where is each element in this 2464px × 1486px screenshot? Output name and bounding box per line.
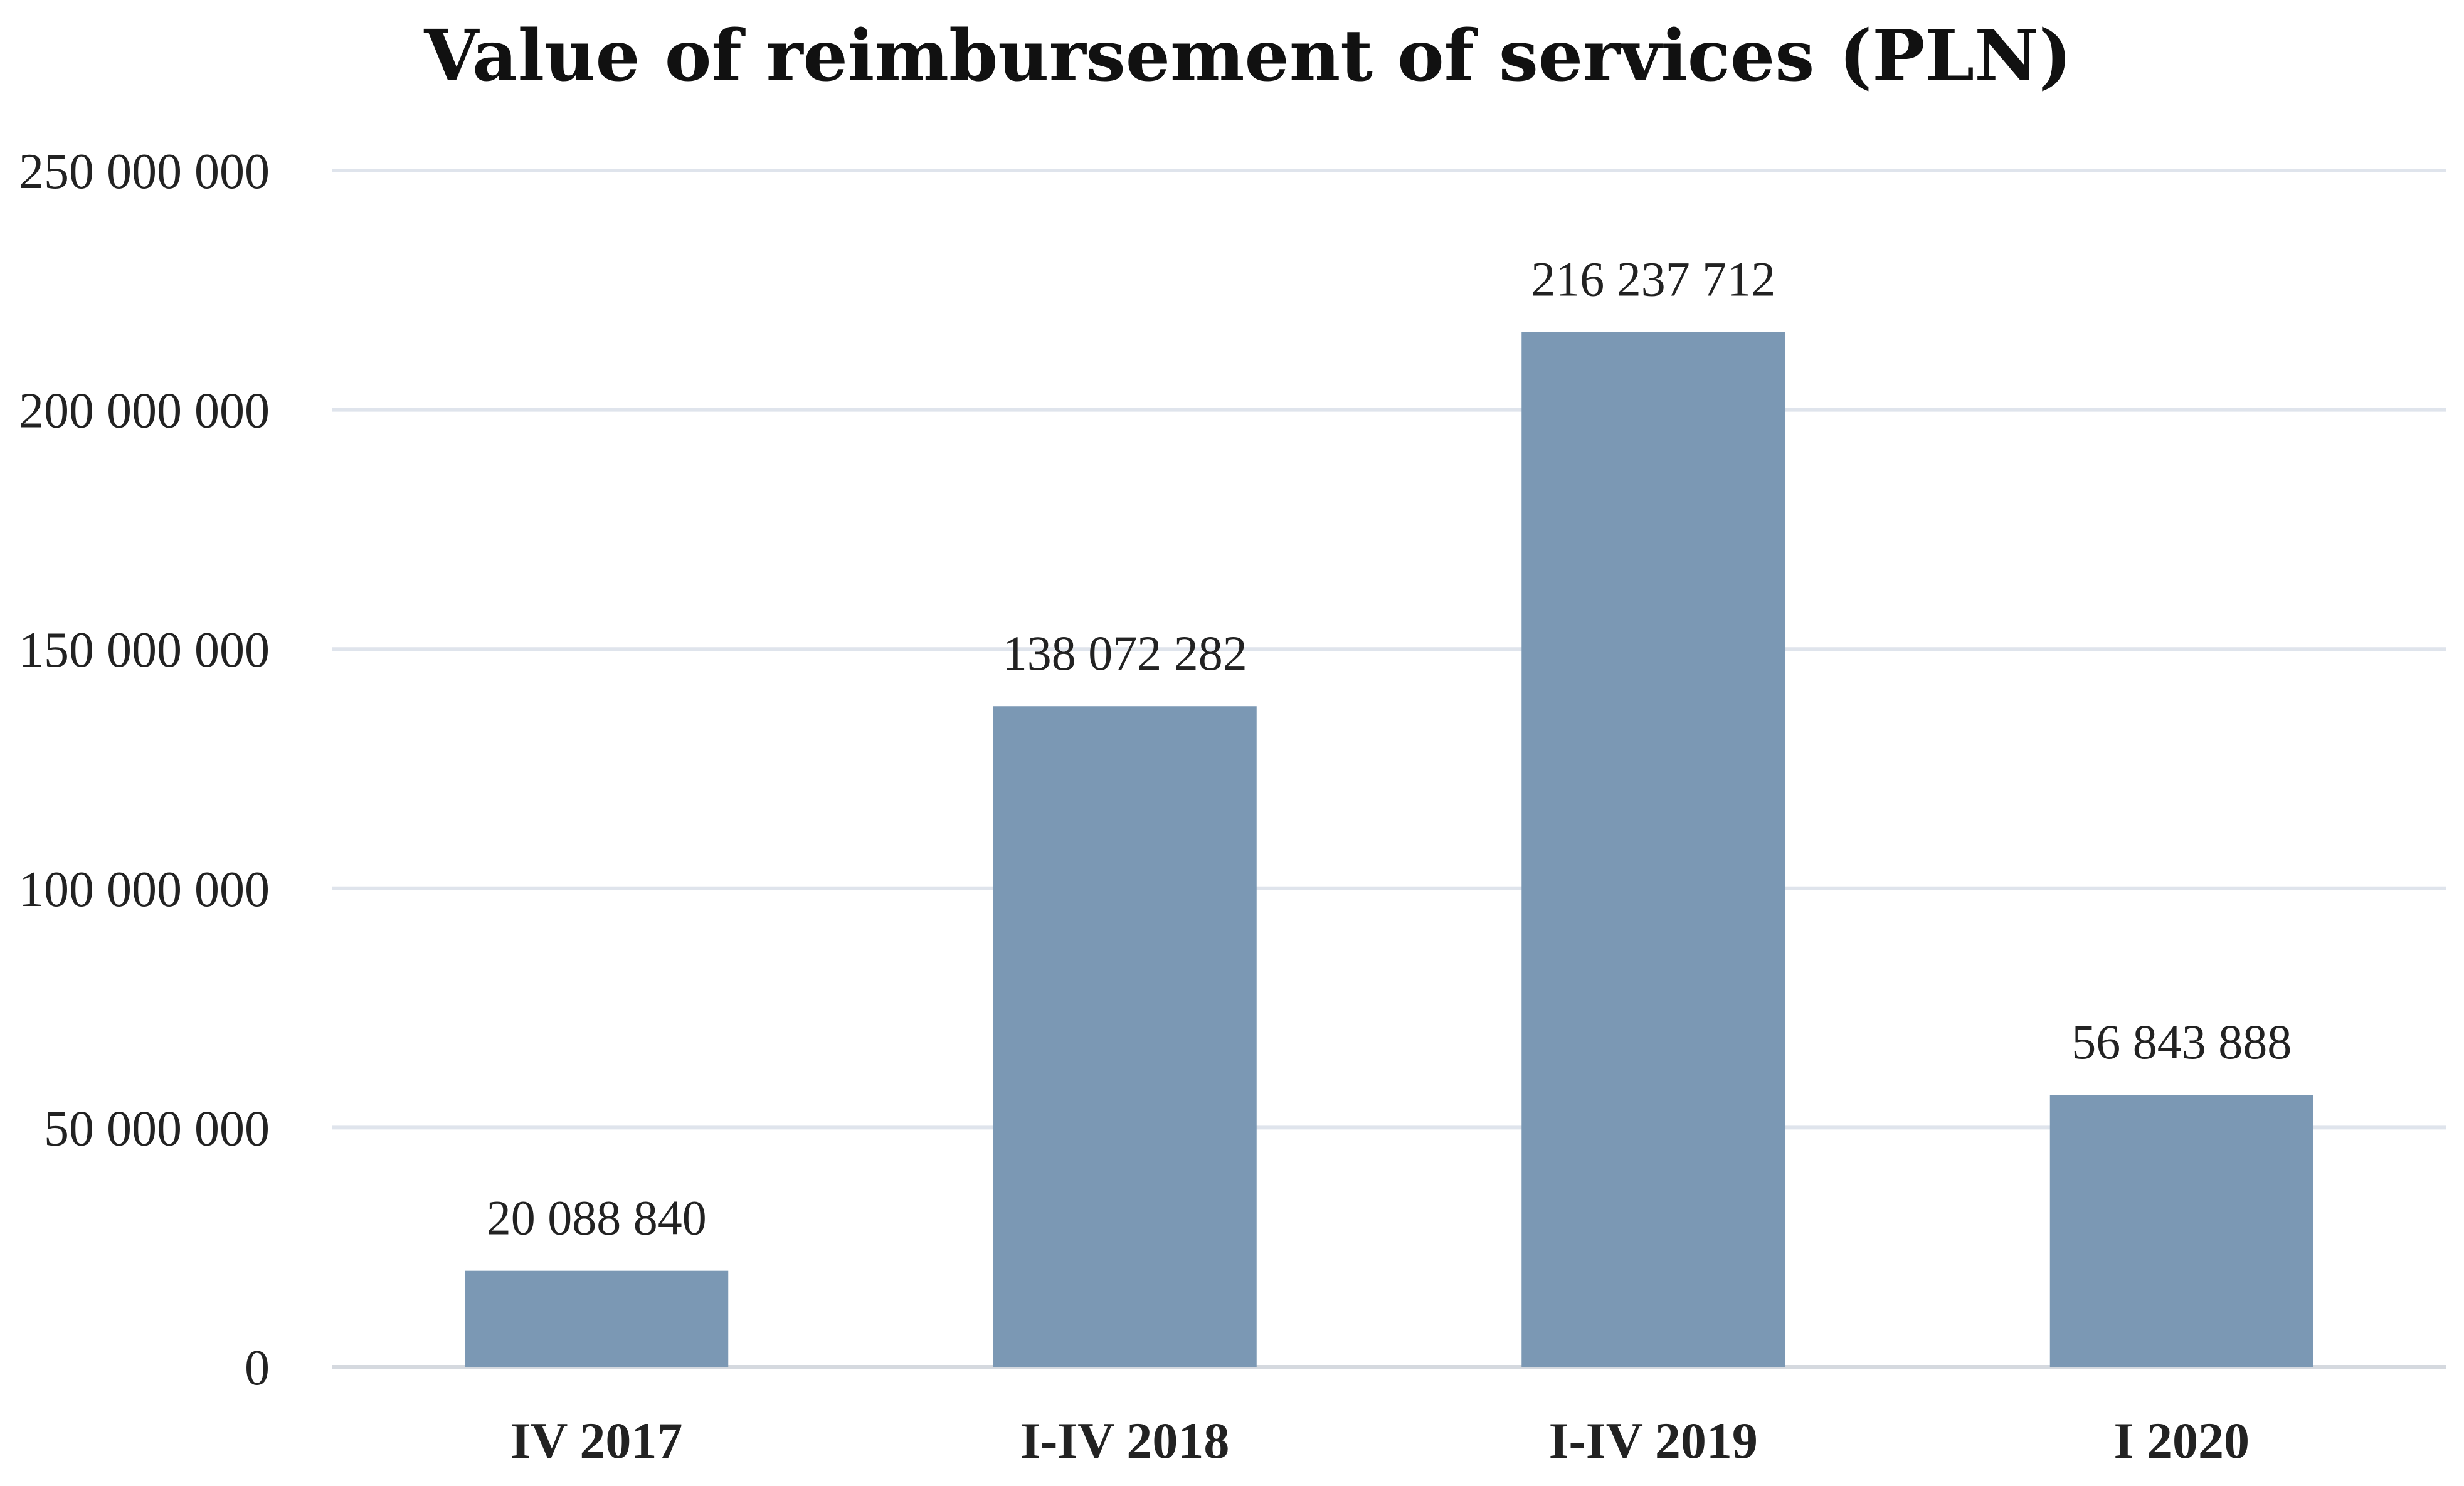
data-label: 20 088 840 <box>487 1191 707 1245</box>
y-tick-label: 200 000 000 <box>19 384 270 439</box>
y-tick-label: 50 000 000 <box>44 1101 270 1156</box>
bar <box>993 706 1257 1367</box>
x-tick-label: I 2020 <box>2114 1412 2250 1469</box>
x-tick-label: I-IV 2019 <box>1549 1412 1758 1469</box>
y-axis-ticks: 0 50 000 000 100 000 000 150 000 000 200 000… <box>19 144 270 1396</box>
y-tick-label: 150 000 000 <box>19 623 270 678</box>
y-tick-label: 0 <box>245 1341 270 1396</box>
y-tick-label: 100 000 000 <box>19 862 270 917</box>
x-tick-label: IV 2017 <box>510 1412 682 1469</box>
data-labels: 20 088 840 138 072 282 216 237 712 56 843 8… <box>487 252 2292 1245</box>
bar <box>465 1270 729 1367</box>
chart-title: Value of reimbursement of services (PLN) <box>423 15 2071 97</box>
bar <box>1521 332 1785 1367</box>
bar <box>2049 1095 2313 1367</box>
x-axis-ticks: IV 2017 I-IV 2018 I-IV 2019 I 2020 <box>510 1412 2250 1469</box>
data-label: 138 072 282 <box>1003 626 1247 680</box>
data-label: 216 237 712 <box>1531 252 1775 307</box>
x-tick-label: I-IV 2018 <box>1020 1412 1229 1469</box>
y-tick-label: 250 000 000 <box>19 144 270 199</box>
bars <box>465 332 2313 1367</box>
data-label: 56 843 888 <box>2071 1014 2292 1069</box>
